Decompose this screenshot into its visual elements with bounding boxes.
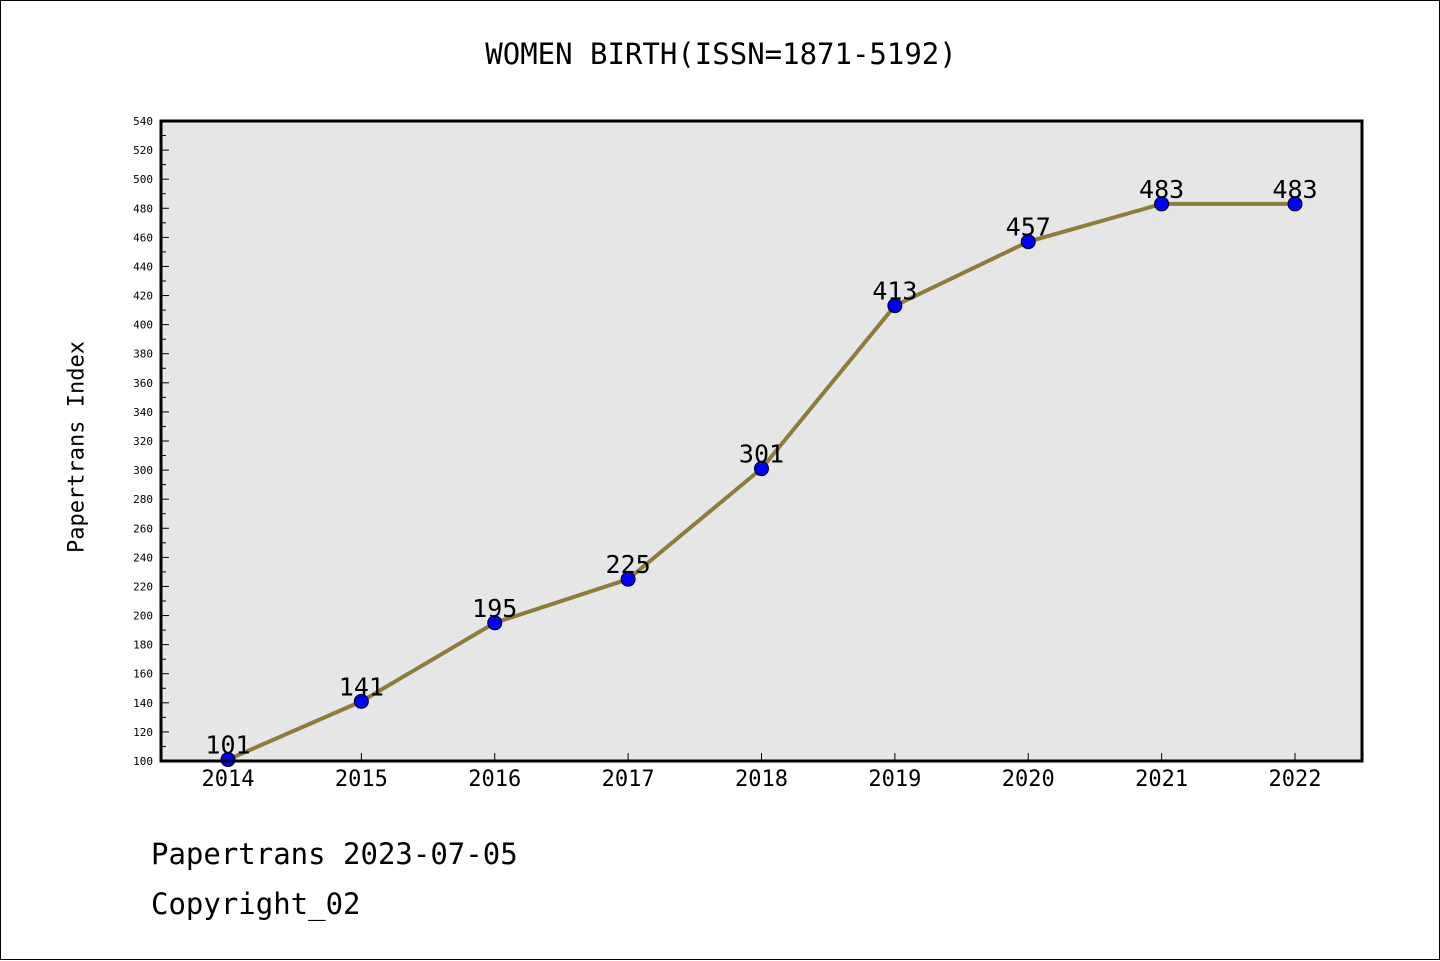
data-label: 457 [1006, 213, 1051, 242]
plot-area [161, 121, 1362, 761]
y-tick-label: 120 [133, 726, 153, 739]
footer-copyright: Copyright_02 [151, 887, 361, 921]
data-label: 301 [739, 440, 784, 469]
y-tick-label: 500 [133, 173, 153, 186]
data-label: 483 [1139, 175, 1184, 204]
y-tick-label: 540 [133, 115, 153, 128]
x-tick-label: 2016 [468, 767, 521, 792]
y-tick-label: 300 [133, 464, 153, 477]
data-point [754, 461, 769, 477]
data-point [1287, 196, 1303, 212]
data-label: 483 [1272, 175, 1317, 204]
data-label: 413 [872, 277, 917, 306]
x-tick-label: 2014 [202, 767, 255, 792]
y-tick-label: 440 [133, 260, 153, 273]
y-tick-label: 180 [133, 639, 153, 652]
y-tick-label: 420 [133, 290, 153, 303]
y-tick-label: 320 [133, 435, 153, 448]
y-tick-label: 260 [133, 522, 153, 535]
x-tick-label: 2021 [1135, 767, 1188, 792]
y-tick-label: 400 [133, 319, 153, 332]
plot-frame [159, 119, 1364, 763]
x-tick-label: 2017 [602, 767, 655, 792]
data-label: 101 [205, 731, 250, 760]
y-tick-label: 220 [133, 580, 153, 593]
data-point [353, 693, 369, 709]
data-label: 225 [606, 550, 651, 579]
y-tick-label: 140 [133, 697, 153, 710]
y-tick-label: 380 [133, 348, 153, 361]
data-point [620, 571, 636, 587]
y-tick-label: 200 [133, 610, 153, 623]
y-tick-label: 160 [133, 668, 153, 681]
data-point [887, 298, 903, 314]
y-tick-label: 240 [133, 551, 153, 564]
y-tick-label: 340 [133, 406, 153, 419]
x-tick-label: 2020 [1002, 767, 1055, 792]
x-tick-label: 2022 [1269, 767, 1322, 792]
y-tick-label: 520 [133, 144, 153, 157]
data-label: 195 [472, 594, 517, 623]
y-tick-label: 100 [133, 755, 153, 768]
data-label: 141 [339, 672, 384, 701]
footer-date: Papertrans 2023-07-05 [151, 837, 518, 871]
chart-title: WOMEN BIRTH(ISSN=1871-5192) [485, 37, 957, 71]
y-tick-label: 460 [133, 231, 153, 244]
y-tick-label: 280 [133, 493, 153, 506]
y-tick-label: 360 [133, 377, 153, 390]
x-tick-label: 2019 [868, 767, 921, 792]
data-point [487, 615, 503, 631]
data-point [1154, 196, 1170, 212]
y-tick-label: 480 [133, 202, 153, 215]
x-tick-label: 2015 [335, 767, 388, 792]
x-tick-label: 2018 [735, 767, 788, 792]
data-point [1020, 234, 1036, 250]
